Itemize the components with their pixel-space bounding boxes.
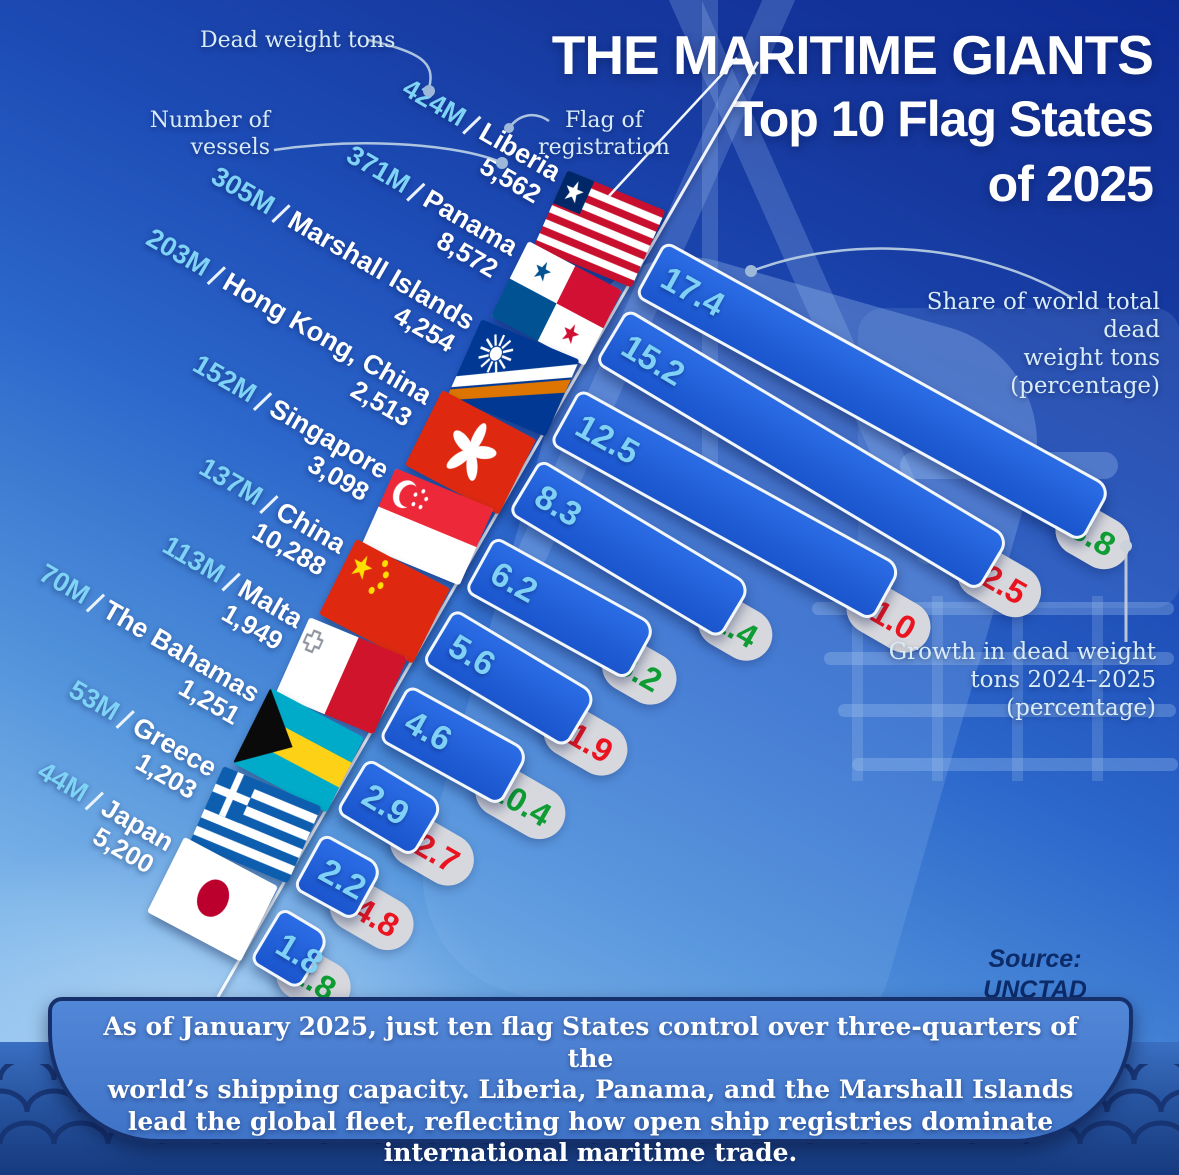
share-value: 8.3: [528, 477, 589, 535]
greece-flag-icon: [189, 766, 322, 884]
share-value: 12.5: [569, 406, 646, 472]
chart-row: 53MGreece 1,203 -4.8 2.2: [0, 581, 940, 1175]
title-line-3: of 2025: [987, 156, 1154, 213]
chart-row: 113MMalta 1,949 10.4 4.6: [0, 432, 1026, 1106]
flag-icon: [490, 240, 623, 366]
chart-row: 137MChina 10,288 -1.9 5.6: [0, 357, 1069, 1031]
japan-flag-icon: [146, 836, 279, 962]
marshall-islands-flag-icon: [445, 319, 580, 437]
growth-label: Growth in dead weight tons 2024–2025 (perc…: [888, 639, 1156, 722]
panama-flag-icon: [490, 240, 623, 366]
flag-icon: [275, 617, 408, 735]
ship-railing-silhouette: [824, 652, 1174, 665]
ship-railing-silhouette: [838, 704, 1176, 717]
summary-box: As of January 2025, just ten flag States…: [48, 997, 1133, 1167]
share-value: 2.2: [312, 850, 373, 908]
ship-post-silhouette: [1092, 596, 1103, 781]
ship-post-silhouette: [932, 596, 943, 781]
number-of-vessels-label: Number of vessels: [149, 108, 270, 160]
chart-row: 424MLiberia 5,562 3.8 17.4: [202, 0, 1179, 659]
china-flag-icon: [318, 538, 451, 664]
dead-weight-tons-label: Dead weight tons: [200, 28, 396, 53]
share-value: 17.4: [654, 258, 732, 325]
chart-row: 203MHong Kong, China 2,513 1.4 8.3: [73, 208, 1155, 882]
share-value: 4.6: [398, 702, 459, 759]
flag-icon: [445, 319, 580, 437]
ship-railing-silhouette: [852, 758, 1178, 771]
ship-post-silhouette: [1012, 596, 1023, 781]
title-line-2: Top 10 Flag States: [732, 91, 1154, 148]
share-value: 15.2: [615, 326, 692, 394]
flag-icon: [189, 766, 322, 884]
flag-icon: [404, 389, 537, 515]
chart-row: 371MPanama 8,572 -2.5 15.2: [159, 59, 1179, 733]
chart-row: 305MMarshall Islands 4,254 -1.0 12.5: [116, 134, 1179, 808]
chart-row: 152MSingapore 3,098 8.2 6.2: [30, 283, 1112, 957]
share-value: 2.9: [355, 776, 416, 834]
source-label: Source: UNCTAD: [983, 945, 1087, 1004]
hong-kong-flag-icon: [404, 389, 537, 515]
ship-post-silhouette: [852, 596, 863, 781]
share-of-world-total-label: Share of world total dead weight tons (per…: [926, 289, 1160, 400]
flag-of-registration-label: Flag of registration: [538, 108, 670, 160]
page-title: THE MARITIME GIANTS Top 10 Flag States o…: [433, 24, 1154, 217]
flag-icon: [318, 538, 451, 664]
bahamas-flag-icon: [232, 687, 365, 813]
share-value: 5.6: [441, 626, 503, 684]
flag-icon: [232, 687, 365, 813]
malta-flag-icon: [275, 617, 408, 735]
flag-icon: [146, 836, 279, 962]
chart-row: 44MJapan 5,200 2.8 1.8: [0, 655, 897, 1175]
flag-icon: [533, 170, 666, 288]
liberia-flag-icon: [533, 170, 666, 288]
flag-icon: [361, 468, 494, 586]
chart-row: 70MThe Bahamas 1,251 -2.7 2.9: [0, 506, 983, 1175]
singapore-flag-icon: [361, 468, 494, 586]
title-line-1: THE MARITIME GIANTS: [551, 24, 1154, 86]
share-value: 6.2: [484, 554, 545, 611]
